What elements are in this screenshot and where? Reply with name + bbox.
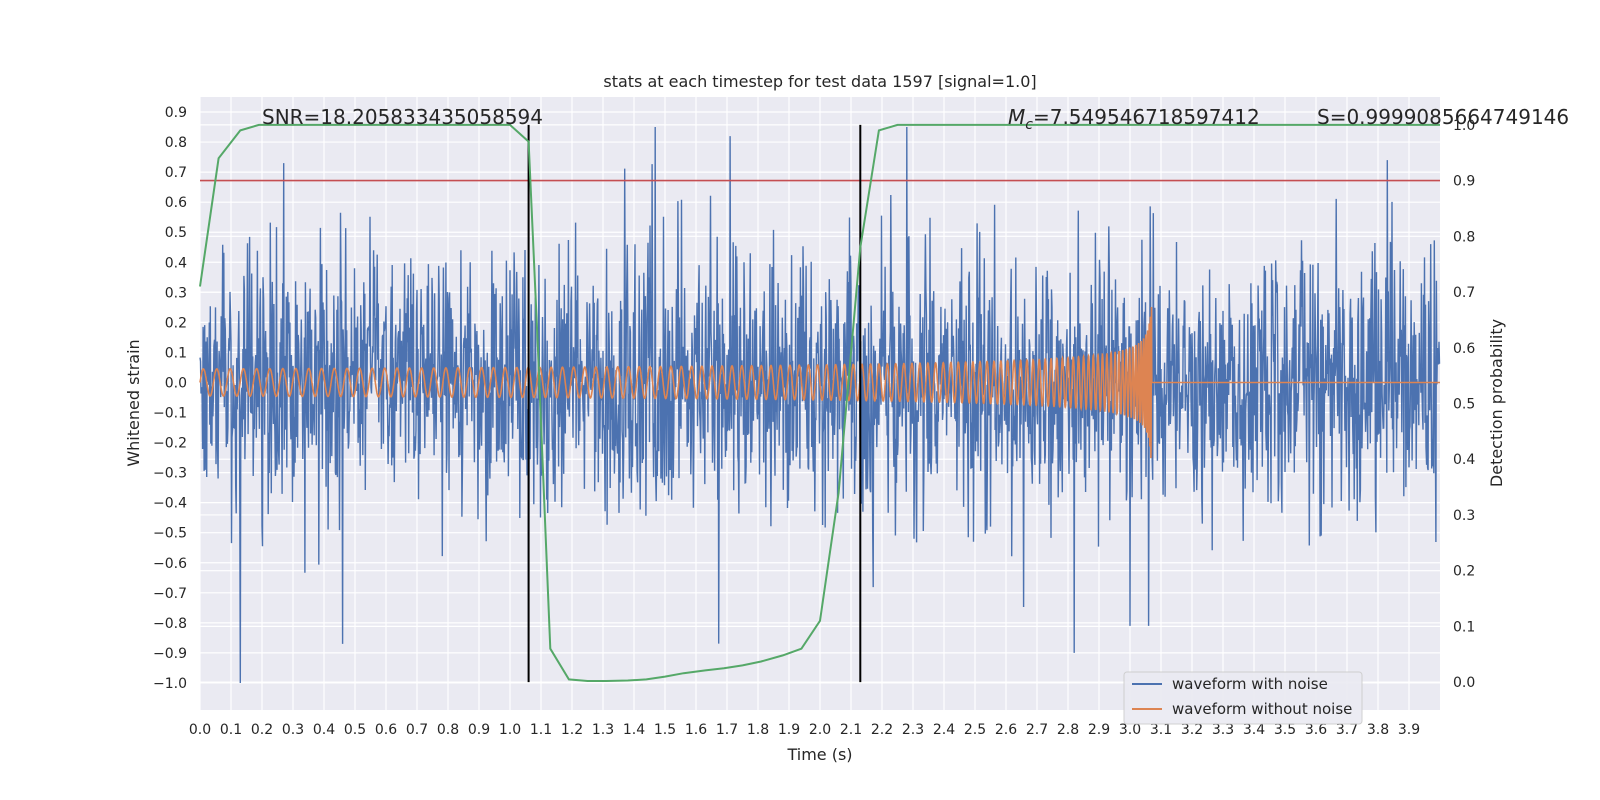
y2-tick-label: 0.5	[1453, 397, 1475, 413]
y-tick-label: −0.1	[153, 406, 187, 422]
waveform-with-noise-line	[199, 126, 1441, 684]
snr-annotation: SNR=18.205833435058594	[262, 105, 543, 129]
waveform-without-noise-line	[199, 306, 1440, 459]
y2-tick-label: 0.3	[1453, 508, 1475, 524]
y2-axis-label: Detection probability	[1487, 319, 1506, 487]
x-tick-label: 3.1	[1150, 722, 1172, 738]
y-tick-label: 0.9	[165, 105, 187, 121]
legend-label-waveform-without-noise: waveform without noise	[1172, 700, 1352, 718]
y2-tick-label: 0.1	[1453, 619, 1475, 635]
vertical-markers	[527, 124, 862, 683]
legend-box	[1123, 671, 1363, 725]
x-tick-label: 2.8	[1057, 722, 1079, 738]
x-tick-label: 0.9	[468, 722, 490, 738]
x-tick-label: 1.6	[685, 722, 707, 738]
y-tick-label: 0.1	[165, 345, 187, 361]
x-tick-label: 1.3	[592, 722, 614, 738]
x-tick-label: 2.9	[1088, 722, 1110, 738]
y-axis-label: Whitened strain	[124, 339, 143, 466]
x-tick-label: 3.7	[1336, 722, 1358, 738]
y2-tick-label: 0.0	[1453, 675, 1475, 691]
y-tick-label: 0.3	[165, 285, 187, 301]
y2-tick-label: 0.6	[1453, 341, 1475, 357]
y-tick-label: −0.8	[153, 616, 187, 632]
y-tick-label: 0.4	[165, 255, 187, 271]
x-tick-label: 0.5	[344, 722, 366, 738]
legend: waveform with noise waveform without noi…	[1123, 671, 1363, 725]
x-axis-label: Time (s)	[786, 745, 852, 764]
x-tick-label: 1.8	[747, 722, 769, 738]
x-tick-label: 2.4	[933, 722, 955, 738]
y-tick-label: −0.6	[153, 556, 187, 572]
y-tick-label: 0.0	[165, 375, 187, 391]
series-detection-probability	[199, 123, 1440, 682]
y-tick-labels: 0.9 0.8 0.7 0.6 0.5 0.4 0.3 0.2 0.1 0.0 −0.1 −0.2 −0…	[153, 105, 187, 692]
chirp-mass-value: =7.549546718597412	[1033, 105, 1260, 129]
x-tick-label: 3.5	[1274, 722, 1296, 738]
x-tick-label: 2.1	[840, 722, 862, 738]
x-tick-label: 0.2	[251, 722, 273, 738]
x-tick-label: 2.0	[809, 722, 831, 738]
chirp-mass-symbol: M	[1008, 105, 1025, 129]
y-tick-label: 0.5	[165, 225, 187, 241]
y2-tick-label: 0.9	[1453, 174, 1475, 190]
x-tick-label: 2.7	[1026, 722, 1048, 738]
x-tick-label: 0.8	[437, 722, 459, 738]
y-tick-label: −0.9	[153, 646, 187, 662]
x-tick-label: 3.4	[1243, 722, 1265, 738]
chart-title: stats at each timestep for test data 159…	[603, 72, 1036, 91]
y-tick-label: −1.0	[153, 676, 187, 692]
y-tick-label: −0.3	[153, 466, 187, 482]
chirp-mass-annotation: Mc=7.549546718597412	[1008, 105, 1260, 133]
y2-tick-label: 0.8	[1453, 229, 1475, 245]
y-tick-label: 0.8	[165, 135, 187, 151]
y-tick-label: 0.2	[165, 315, 187, 331]
y-tick-label: 0.7	[165, 165, 187, 181]
y2-tick-label: 1.0	[1453, 118, 1475, 134]
series-waveform-without-noise	[199, 306, 1440, 459]
series-waveform-with-noise	[199, 126, 1441, 684]
y2-tick-label: 0.2	[1453, 564, 1475, 580]
y2-tick-labels: 1.0 0.9 0.8 0.7 0.6 0.5 0.4 0.3 0.2 0.1 0.0	[1453, 118, 1475, 691]
x-tick-label: 1.0	[499, 722, 521, 738]
x-tick-label: 1.7	[716, 722, 738, 738]
y-tick-label: −0.7	[153, 586, 187, 602]
s-annotation: S=0.9999085664749146	[1317, 105, 1569, 129]
x-tick-label: 2.3	[902, 722, 924, 738]
x-tick-label: 0.0	[189, 722, 211, 738]
x-tick-label: 3.8	[1367, 722, 1389, 738]
x-tick-label: 1.2	[561, 722, 583, 738]
x-tick-label: 1.1	[530, 722, 552, 738]
x-tick-label: 1.4	[623, 722, 645, 738]
x-tick-label: 0.6	[375, 722, 397, 738]
y-tick-label: −0.2	[153, 436, 187, 452]
y2-tick-label: 0.7	[1453, 285, 1475, 301]
detection-probability-line	[199, 123, 1440, 682]
x-tick-label: 1.5	[654, 722, 676, 738]
y-tick-label: 0.6	[165, 195, 187, 211]
y-tick-label: −0.5	[153, 526, 187, 542]
chirp-mass-subscript: c	[1025, 117, 1033, 133]
x-tick-label: 2.2	[871, 722, 893, 738]
y2-tick-label: 0.4	[1453, 452, 1475, 468]
x-tick-label: 0.3	[282, 722, 304, 738]
legend-label-waveform-with-noise: waveform with noise	[1172, 675, 1328, 693]
x-tick-label: 1.9	[778, 722, 800, 738]
x-tick-label: 2.5	[964, 722, 986, 738]
x-tick-label: 3.2	[1181, 722, 1203, 738]
x-tick-label: 0.4	[313, 722, 335, 738]
x-tick-label: 0.7	[406, 722, 428, 738]
x-tick-label: 0.1	[220, 722, 242, 738]
x-tick-labels: 0.0 0.1 0.2 0.3 0.4 0.5 0.6 0.7 0.8 0.9 1.0 1.1 1.2 1…	[189, 722, 1420, 738]
x-tick-label: 3.3	[1212, 722, 1234, 738]
x-tick-label: 3.6	[1305, 722, 1327, 738]
y-tick-label: −0.4	[153, 496, 187, 512]
x-tick-label: 2.6	[995, 722, 1017, 738]
x-tick-label: 3.0	[1119, 722, 1141, 738]
x-tick-label: 3.9	[1398, 722, 1420, 738]
